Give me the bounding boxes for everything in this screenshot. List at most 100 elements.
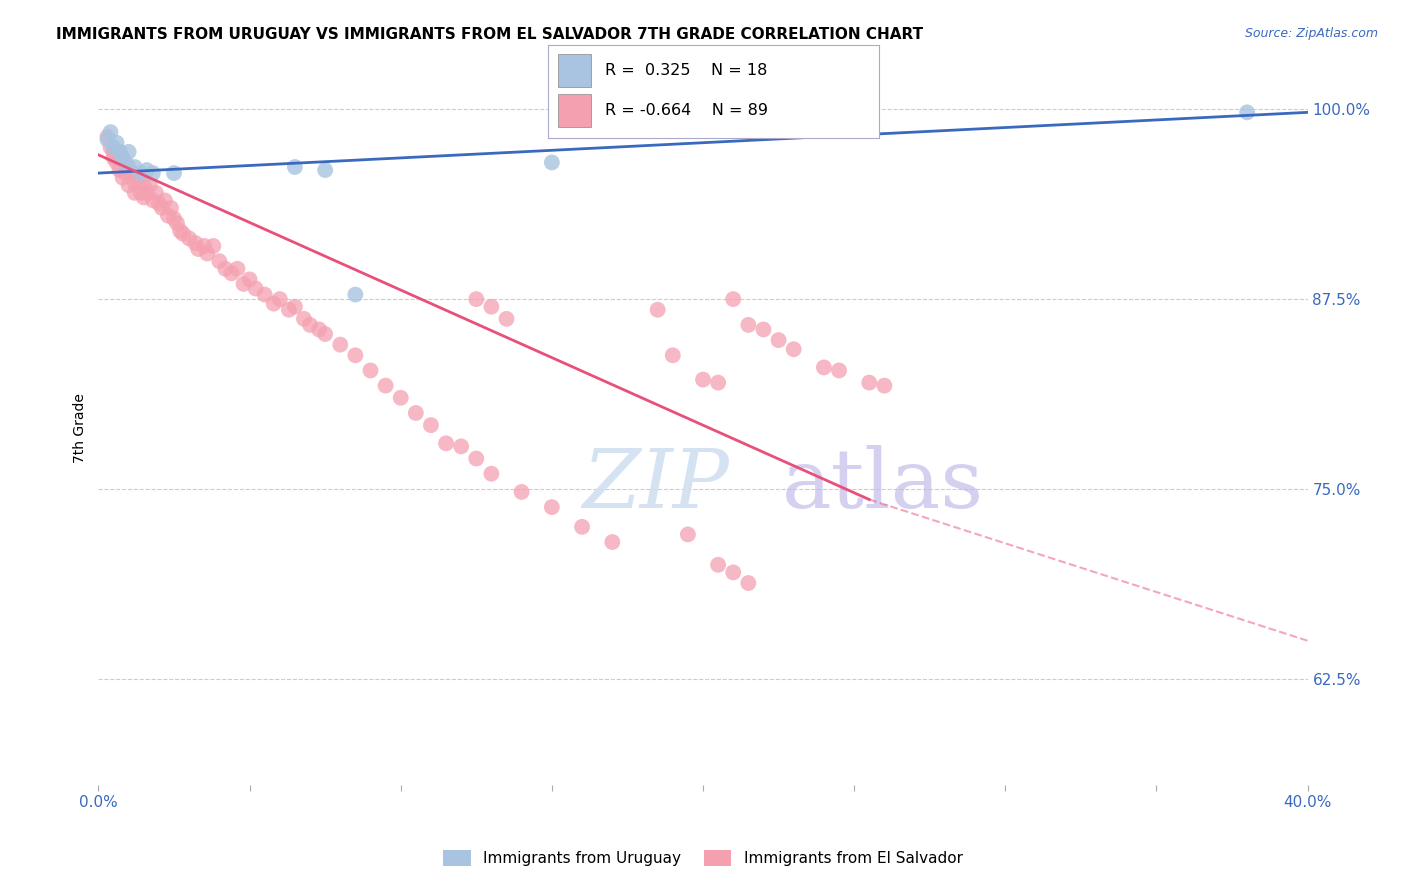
Point: [263, 296, 285, 310]
Point: [232, 277, 254, 291]
Point: [111, 151, 134, 165]
Point: [707, 376, 730, 390]
Point: [752, 322, 775, 336]
Point: [329, 337, 352, 351]
Point: [96, 129, 118, 144]
Point: [100, 125, 122, 139]
Point: [105, 155, 128, 169]
Text: IMMIGRANTS FROM URUGUAY VS IMMIGRANTS FROM EL SALVADOR 7TH GRADE CORRELATION CHA: IMMIGRANTS FROM URUGUAY VS IMMIGRANTS FR…: [56, 27, 924, 42]
Point: [434, 436, 457, 450]
Point: [195, 246, 218, 260]
Point: [187, 242, 209, 256]
Point: [145, 186, 167, 200]
Point: [142, 166, 165, 180]
Point: [135, 186, 157, 200]
Point: [723, 292, 745, 306]
Point: [129, 186, 152, 200]
Point: [707, 558, 730, 572]
Point: [389, 391, 412, 405]
Point: [108, 145, 131, 159]
Point: [692, 373, 714, 387]
Point: [481, 300, 503, 314]
Point: [495, 311, 517, 326]
Point: [169, 224, 191, 238]
Point: [103, 145, 125, 159]
Bar: [558, 95, 592, 127]
Text: atlas: atlas: [782, 445, 984, 525]
Point: [142, 194, 165, 208]
Point: [374, 378, 396, 392]
Point: [208, 254, 231, 268]
Point: [129, 166, 152, 180]
Point: [153, 194, 176, 208]
Point: [269, 292, 291, 306]
Point: [163, 211, 186, 226]
Point: [114, 155, 136, 169]
Point: [172, 227, 194, 241]
Point: [676, 527, 699, 541]
Point: [314, 163, 336, 178]
Point: [858, 376, 880, 390]
Point: [150, 201, 173, 215]
Point: [405, 406, 427, 420]
Point: [284, 300, 307, 314]
Point: [465, 292, 488, 306]
Point: [166, 216, 188, 230]
Point: [661, 348, 683, 362]
Point: [344, 348, 367, 362]
Point: [420, 418, 443, 433]
Point: [284, 160, 307, 174]
Text: R = -0.664    N = 89: R = -0.664 N = 89: [605, 103, 768, 118]
Point: [245, 281, 267, 295]
Point: [118, 178, 141, 193]
Text: R =  0.325    N = 18: R = 0.325 N = 18: [605, 62, 766, 78]
Point: [314, 326, 336, 341]
Text: ZIP: ZIP: [582, 445, 728, 525]
Point: [510, 484, 533, 499]
Point: [737, 318, 759, 332]
Point: [118, 145, 141, 159]
Point: [96, 133, 118, 147]
Point: [1236, 105, 1258, 120]
Point: [148, 196, 170, 211]
Point: [179, 231, 201, 245]
Point: [124, 175, 146, 189]
Point: [100, 140, 122, 154]
Point: [360, 363, 382, 377]
Point: [193, 239, 215, 253]
Point: [783, 342, 806, 356]
Point: [118, 160, 141, 174]
Point: [768, 333, 790, 347]
Point: [277, 302, 299, 317]
Point: [202, 239, 225, 253]
Point: [253, 287, 276, 301]
Point: [103, 140, 125, 154]
Point: [647, 302, 669, 317]
Point: [160, 201, 183, 215]
Point: [571, 520, 593, 534]
Point: [292, 311, 315, 326]
Point: [132, 178, 155, 193]
Point: [184, 235, 207, 250]
Point: [163, 166, 186, 180]
Point: [540, 155, 562, 169]
Point: [299, 318, 322, 332]
Point: [873, 378, 896, 392]
Point: [450, 439, 472, 453]
Point: [111, 151, 134, 165]
Point: [737, 576, 759, 591]
Point: [221, 266, 243, 280]
Point: [103, 151, 125, 165]
Point: [121, 166, 143, 180]
Point: [226, 261, 249, 276]
Point: [124, 160, 146, 174]
Point: [214, 261, 236, 276]
Point: [114, 166, 136, 180]
Point: [124, 186, 146, 200]
Point: [111, 170, 134, 185]
Y-axis label: 7th Grade: 7th Grade: [73, 393, 87, 463]
Point: [239, 272, 262, 286]
Point: [813, 360, 835, 375]
Point: [135, 163, 157, 178]
Point: [540, 500, 562, 515]
